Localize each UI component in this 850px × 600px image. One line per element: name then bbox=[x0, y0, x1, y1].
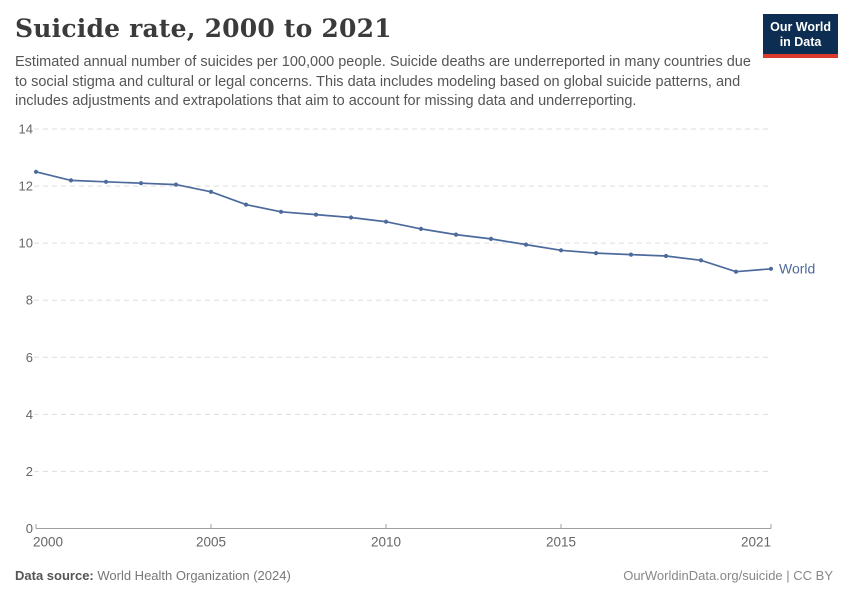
y-tick-label: 10 bbox=[19, 236, 33, 251]
data-point bbox=[138, 181, 144, 186]
y-tick-label: 12 bbox=[19, 179, 33, 194]
y-tick-label: 8 bbox=[26, 293, 33, 308]
data-point bbox=[628, 252, 634, 257]
chart-subtitle: Estimated annual number of suicides per … bbox=[15, 54, 751, 109]
y-tick-label: 0 bbox=[26, 521, 33, 536]
credit-link[interactable]: OurWorldinData.org/suicide | CC BY bbox=[623, 568, 833, 583]
data-point bbox=[243, 202, 249, 207]
series-line-world bbox=[35, 170, 772, 273]
x-tick-label: 2000 bbox=[33, 535, 63, 550]
y-tick-label: 14 bbox=[19, 122, 33, 137]
data-point bbox=[523, 242, 529, 247]
data-point bbox=[558, 248, 564, 253]
owid-logo-line1: Our World bbox=[770, 20, 831, 34]
data-point bbox=[348, 215, 354, 220]
y-tick-label: 6 bbox=[26, 350, 33, 365]
data-point bbox=[278, 209, 284, 214]
y-tick-label: 2 bbox=[26, 464, 33, 479]
owid-logo-line2: in Data bbox=[779, 35, 822, 49]
data-point bbox=[488, 236, 494, 241]
data-source: Data source: World Health Organization (… bbox=[15, 568, 291, 583]
data-point bbox=[313, 212, 319, 217]
owid-logo[interactable]: Our World in Data bbox=[763, 14, 838, 58]
data-point bbox=[68, 178, 74, 183]
data-point bbox=[663, 253, 669, 259]
data-point bbox=[33, 169, 39, 174]
data-point bbox=[768, 266, 774, 271]
x-tick-label: 2021 bbox=[741, 535, 771, 550]
data-point bbox=[733, 269, 739, 274]
data-point bbox=[593, 251, 599, 256]
data-source-text: World Health Organization (2024) bbox=[93, 568, 291, 583]
data-point bbox=[453, 232, 459, 237]
x-tick-label: 2005 bbox=[196, 535, 226, 550]
series-label-world: World bbox=[779, 260, 815, 276]
data-point bbox=[383, 219, 389, 224]
x-tick-label: 2015 bbox=[546, 535, 576, 550]
y-tick-label: 4 bbox=[26, 407, 33, 422]
data-point bbox=[208, 189, 214, 194]
page-title: Suicide rate, 2000 to 2021 bbox=[15, 14, 392, 43]
data-point bbox=[698, 258, 704, 263]
data-point bbox=[418, 226, 424, 231]
data-point bbox=[103, 179, 109, 184]
x-tick-label: 2010 bbox=[371, 535, 401, 550]
data-source-label: Data source: bbox=[15, 568, 94, 583]
data-point bbox=[173, 182, 179, 187]
